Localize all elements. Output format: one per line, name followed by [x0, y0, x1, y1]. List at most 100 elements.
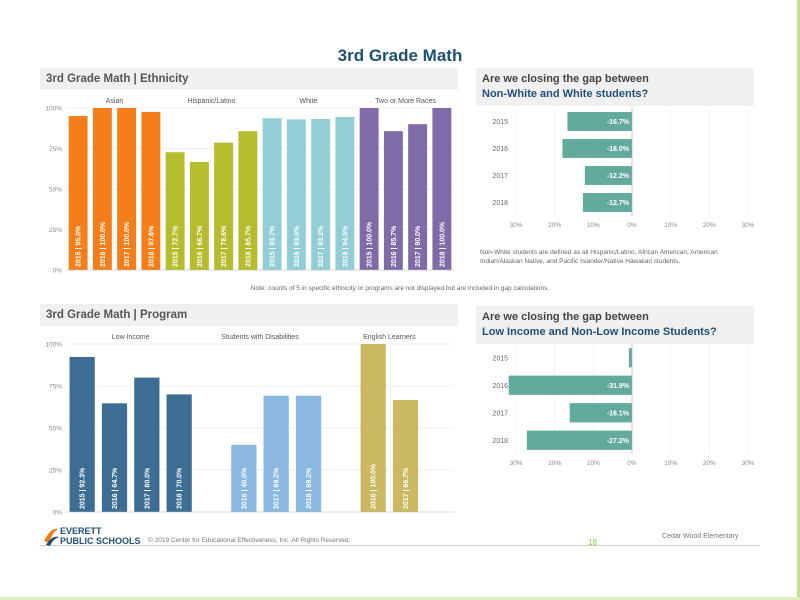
y-tick-label: 50% [49, 187, 62, 194]
bar-value-label: 2015 | 72.7% [173, 225, 180, 267]
bar-value-label: 2017 | 93.2% [318, 225, 325, 267]
group-label: English Learners [363, 334, 416, 341]
group-label: White [300, 98, 318, 105]
y-tick-label: 100% [45, 106, 62, 113]
logo-mark-icon [44, 528, 59, 546]
group-label: Hispanic/Latino [188, 98, 236, 105]
gap2-question-line1: Are we closing the gap between [482, 311, 649, 323]
bar-value-label: 2018 | 70.0% [177, 467, 184, 509]
page-edge-right [797, 0, 800, 600]
x-tick-label: 30% [509, 222, 522, 229]
program-chart-header: 3rd Grade Math | Program [40, 304, 458, 326]
y-tick-label: 25% [49, 227, 62, 234]
x-tick-label: 0% [627, 460, 637, 467]
bar [311, 119, 331, 271]
bar [335, 116, 355, 270]
bar-value-label: 2017 | 80.0% [144, 467, 151, 509]
gap1-note-line1: Non-White students are defined as all Hi… [480, 249, 718, 256]
bar-value-label: -12.2% [607, 173, 630, 180]
x-tick-label: 10% [587, 222, 600, 229]
bar-value-label: 2015 | 92.3% [80, 467, 87, 509]
bar [628, 348, 632, 368]
category-label: 2018 [492, 438, 508, 445]
bar-value-label: 2016 | 93.0% [294, 225, 301, 267]
bar-value-label: 2016 | 100.0% [371, 463, 378, 509]
y-tick-label: 0% [53, 510, 63, 517]
bar-value-label: 2017 | 69.2% [274, 467, 281, 509]
bar [392, 399, 419, 512]
bar [134, 377, 160, 512]
x-tick-label: 20% [703, 460, 716, 467]
bar-value-label: 2018 | 94.5% [342, 225, 349, 267]
bar [165, 152, 185, 270]
bar-value-label: 2017 | 90.0% [415, 225, 422, 267]
bar-value-label: 2015 | 95.0% [76, 225, 83, 267]
gap1-question-highlight: Non-White and White students? [482, 88, 649, 100]
page-title: 3rd Grade Math [337, 46, 463, 65]
x-tick-label: 20% [703, 222, 716, 229]
ethnicity-chart-header: 3rd Grade Math | Ethnicity [40, 68, 458, 90]
bar-value-label: 2017 | 100.0% [124, 221, 131, 267]
bar [432, 108, 452, 270]
bar-value-label: 2016 | 66.7% [197, 225, 204, 267]
footer-divider [40, 545, 760, 546]
bar-value-label: 2018 | 85.7% [245, 225, 252, 267]
bar-value-label: 2015 | 100.0% [367, 221, 374, 267]
bar [408, 124, 428, 270]
bar-value-label: 2017 | 66.7% [403, 467, 410, 509]
bar [295, 395, 322, 512]
logo-line2: PUBLIC SCHOOLS [60, 536, 141, 546]
gap1-question-line1: Are we closing the gap between [482, 73, 649, 85]
x-tick-label: 30% [509, 460, 522, 467]
bar-value-label: -0.8% [611, 355, 630, 362]
y-tick-label: 75% [49, 384, 62, 391]
gap1-note-line2: Indian/Alaskan Native, and Pacific Islan… [480, 258, 681, 265]
gap2-question-highlight: Low Income and Non-Low Income Students? [482, 326, 717, 338]
x-tick-label: 30% [741, 460, 754, 467]
category-label: 2018 [492, 200, 508, 207]
bar-value-label: -16.7% [607, 119, 630, 126]
bar [567, 112, 632, 131]
category-label: 2015 [492, 119, 508, 126]
bar [569, 403, 632, 423]
group-label: Two or More Races [375, 98, 436, 105]
bar-value-label: 2018 | 100.0% [439, 221, 446, 267]
x-tick-label: 10% [664, 460, 677, 467]
bar-value-label: 2018 | 69.2% [306, 467, 313, 509]
x-tick-label: 30% [741, 222, 754, 229]
bar-value-label: 2016 | 40.0% [241, 467, 248, 509]
x-tick-label: 10% [587, 460, 600, 467]
bar [189, 161, 209, 270]
bar-value-label: 2018 | 97.6% [148, 225, 155, 267]
bar-value-label: -18.0% [607, 146, 630, 153]
bar-value-label: 2015 | 93.7% [270, 225, 277, 267]
ethnicity-bar-chart: 0% 25% 50% 75% 100% 2015 | 95.0% 2016 | 100.0%… [45, 98, 454, 275]
bar [526, 430, 632, 450]
bar [359, 108, 379, 270]
bar [286, 119, 306, 270]
bar [582, 193, 632, 212]
logo-line1: EVERETT [60, 526, 102, 536]
x-tick-label: 0% [627, 222, 637, 229]
bar [508, 375, 632, 395]
bar-value-label: -27.2% [607, 438, 630, 445]
group-label: Low Income [112, 334, 150, 341]
bar [117, 108, 137, 270]
ethnicity-note: Note: counts of 5 in specific ethnicity … [250, 285, 550, 292]
bar-value-label: 2016 | 100.0% [100, 221, 107, 267]
y-tick-label: 0% [53, 268, 63, 275]
bar [68, 116, 88, 270]
y-tick-label: 75% [49, 146, 62, 153]
bar [214, 142, 234, 270]
school-name: Cedar Wood Elementary [662, 533, 739, 540]
bar-value-label: 2016 | 85.7% [391, 225, 398, 267]
bar-value-label: -16.1% [607, 410, 630, 417]
gap2-diverging-bar-chart: 30% 20% 10% 0% 10% 20% 30% 2015 -0.8% 2016 -31.9% 2… [492, 344, 754, 467]
bar [141, 111, 161, 270]
y-tick-label: 100% [45, 342, 62, 349]
x-tick-label: 20% [548, 222, 561, 229]
bar [101, 403, 128, 512]
page-edge-bottom [0, 597, 800, 600]
district-logo: EVERETT PUBLIC SCHOOLS [42, 523, 142, 549]
x-tick-label: 10% [664, 222, 677, 229]
